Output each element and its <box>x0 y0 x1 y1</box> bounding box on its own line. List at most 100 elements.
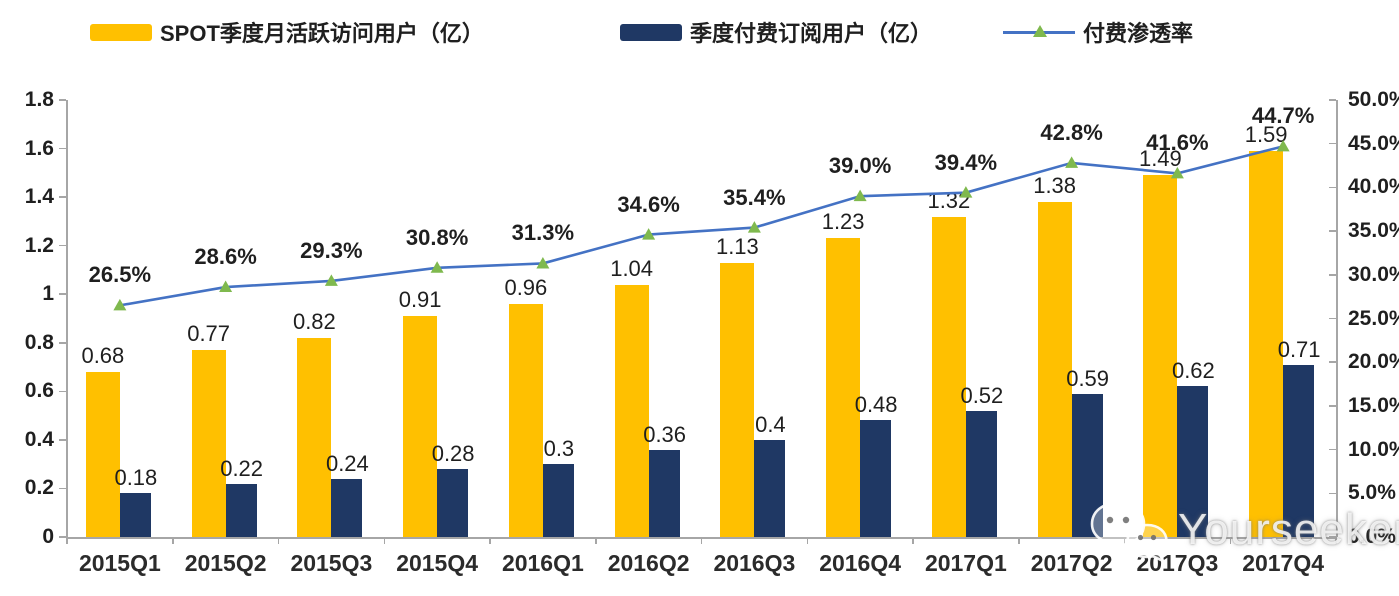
bar-subs-value-label: 0.71 <box>1277 336 1321 362</box>
penetration-value-label: 35.4% <box>723 184 786 210</box>
right-axis-tick-label: 15.0% <box>1348 393 1399 417</box>
right-axis-tick-label: 20.0% <box>1348 350 1399 374</box>
left-axis-tick <box>59 487 66 490</box>
right-axis-tick-label: 35.0% <box>1348 219 1399 243</box>
bar-mau-value-label: 1.04 <box>610 255 654 281</box>
bar-subs-value-label: 0.52 <box>960 382 1004 408</box>
right-axis-tick <box>1329 186 1336 189</box>
bar-subs-value-label: 0.59 <box>1066 365 1110 391</box>
left-axis-tick <box>59 536 66 538</box>
x-axis-category-label: 2015Q4 <box>396 550 479 576</box>
left-axis-tick <box>59 293 66 295</box>
bar-mau <box>931 216 966 537</box>
legend-item-subs: 季度付费订阅用户（亿） <box>620 16 932 48</box>
bar-mau-value-label: 1.32 <box>927 187 971 213</box>
penetration-point-marker <box>536 256 550 269</box>
right-axis-tick-label: 40.0% <box>1348 175 1399 199</box>
penetration-point-marker <box>113 298 127 311</box>
x-axis-category-label: 2015Q3 <box>290 550 373 576</box>
bar-subs <box>754 439 786 537</box>
penetration-point-marker <box>219 280 233 293</box>
x-axis-tick <box>277 537 280 544</box>
bar-subs <box>648 449 680 537</box>
left-axis-tick <box>59 342 66 344</box>
penetration-point-marker <box>642 228 656 240</box>
left-axis-tick-label: 1 <box>42 282 54 306</box>
penetration-point-marker <box>853 189 867 202</box>
bar-mau-value-label: 0.68 <box>81 342 125 368</box>
x-axis-category-label: 2015Q1 <box>78 550 161 576</box>
wechat-icon <box>1090 501 1168 562</box>
x-axis-category-label: 2017Q4 <box>1242 550 1325 576</box>
bar-mau <box>1143 175 1178 537</box>
right-axis-tick <box>1329 317 1336 320</box>
right-axis-tick-label: 25.0% <box>1348 306 1399 330</box>
bar-subs-value-label: 0.62 <box>1171 358 1215 384</box>
x-axis-category-label: 2017Q2 <box>1030 550 1113 576</box>
penetration-point-marker <box>1065 156 1079 168</box>
penetration-line-marker-icon <box>1003 23 1075 41</box>
right-axis-tick-label: 45.0% <box>1348 131 1399 155</box>
mau-legend-swatch <box>90 23 152 41</box>
penetration-point-marker <box>324 274 338 286</box>
penetration-value-label: 44.7% <box>1251 103 1315 129</box>
bar-subs <box>437 469 469 537</box>
bar-mau <box>508 303 543 537</box>
bar-subs-value-label: 0.24 <box>325 450 369 476</box>
x-axis-category-label: 2015Q2 <box>184 550 267 576</box>
left-axis-tick-label: 1.8 <box>24 88 54 111</box>
subs-legend-swatch <box>620 23 682 41</box>
penetration-value-label: 39.4% <box>934 149 998 175</box>
bar-mau-value-label: 0.82 <box>292 308 336 334</box>
bar-subs-value-label: 0.22 <box>220 455 264 481</box>
right-axis-tick <box>1329 361 1336 363</box>
bar-subs-value-label: 0.4 <box>755 411 786 437</box>
penetration-legend-label: 付费渗透率 <box>1083 21 1194 46</box>
right-axis-tick-label: 10.0% <box>1348 437 1399 461</box>
right-axis-tick <box>1329 492 1336 495</box>
right-axis-tick <box>1329 448 1336 451</box>
right-axis-tick <box>1329 536 1336 538</box>
bar-mau <box>85 371 120 537</box>
bar-mau-value-label: 1.13 <box>715 233 759 259</box>
x-axis-category-label: 2016Q2 <box>607 550 690 576</box>
x-axis-tick <box>700 537 703 544</box>
bar-subs-value-label: 0.36 <box>643 421 687 447</box>
bar-mau <box>191 350 226 537</box>
bar-mau <box>403 316 438 537</box>
bar-mau-value-label: 0.91 <box>398 287 442 313</box>
x-axis-tick <box>1335 537 1337 544</box>
penetration-value-label: 42.8% <box>1040 119 1103 145</box>
bar-subs <box>542 464 574 537</box>
bar-subs <box>1283 364 1315 537</box>
x-axis-category-label: 2016Q1 <box>501 550 584 576</box>
right-axis-tick <box>1329 142 1336 145</box>
left-axis-tick <box>59 99 66 101</box>
x-axis-tick <box>595 537 597 544</box>
x-axis-category-label: 2016Q4 <box>819 550 902 576</box>
bar-subs <box>331 478 363 537</box>
left-axis-tick <box>59 147 66 150</box>
bar-subs <box>119 493 151 537</box>
right-axis-tick-label: 50.0% <box>1348 88 1399 111</box>
legend-item-penetration: 付费渗透率 <box>1003 16 1193 48</box>
right-axis-tick <box>1329 274 1336 276</box>
bar-subs-value-label: 0.48 <box>854 392 898 418</box>
x-axis-tick <box>489 537 491 544</box>
left-axis-tick <box>59 196 66 198</box>
x-axis-tick <box>1018 537 1020 544</box>
right-axis-tick-label: 30.0% <box>1348 262 1399 286</box>
right-axis-tick <box>1329 230 1336 232</box>
left-axis-tick <box>59 439 66 441</box>
bar-mau-value-label: 1.38 <box>1033 172 1077 198</box>
bar-subs <box>860 420 892 537</box>
x-axis-category-label: 2017Q1 <box>924 550 1007 576</box>
penetration-point-marker <box>430 261 444 273</box>
left-axis-tick <box>59 390 66 393</box>
bar-subs-value-label: 0.18 <box>114 465 158 491</box>
left-axis-tick-label: 1.4 <box>24 185 54 209</box>
watermark-text: Yourseeker <box>1178 505 1399 554</box>
subs-legend-label: 季度付费订阅用户（亿） <box>690 21 933 46</box>
x-axis-tick <box>1229 537 1231 544</box>
